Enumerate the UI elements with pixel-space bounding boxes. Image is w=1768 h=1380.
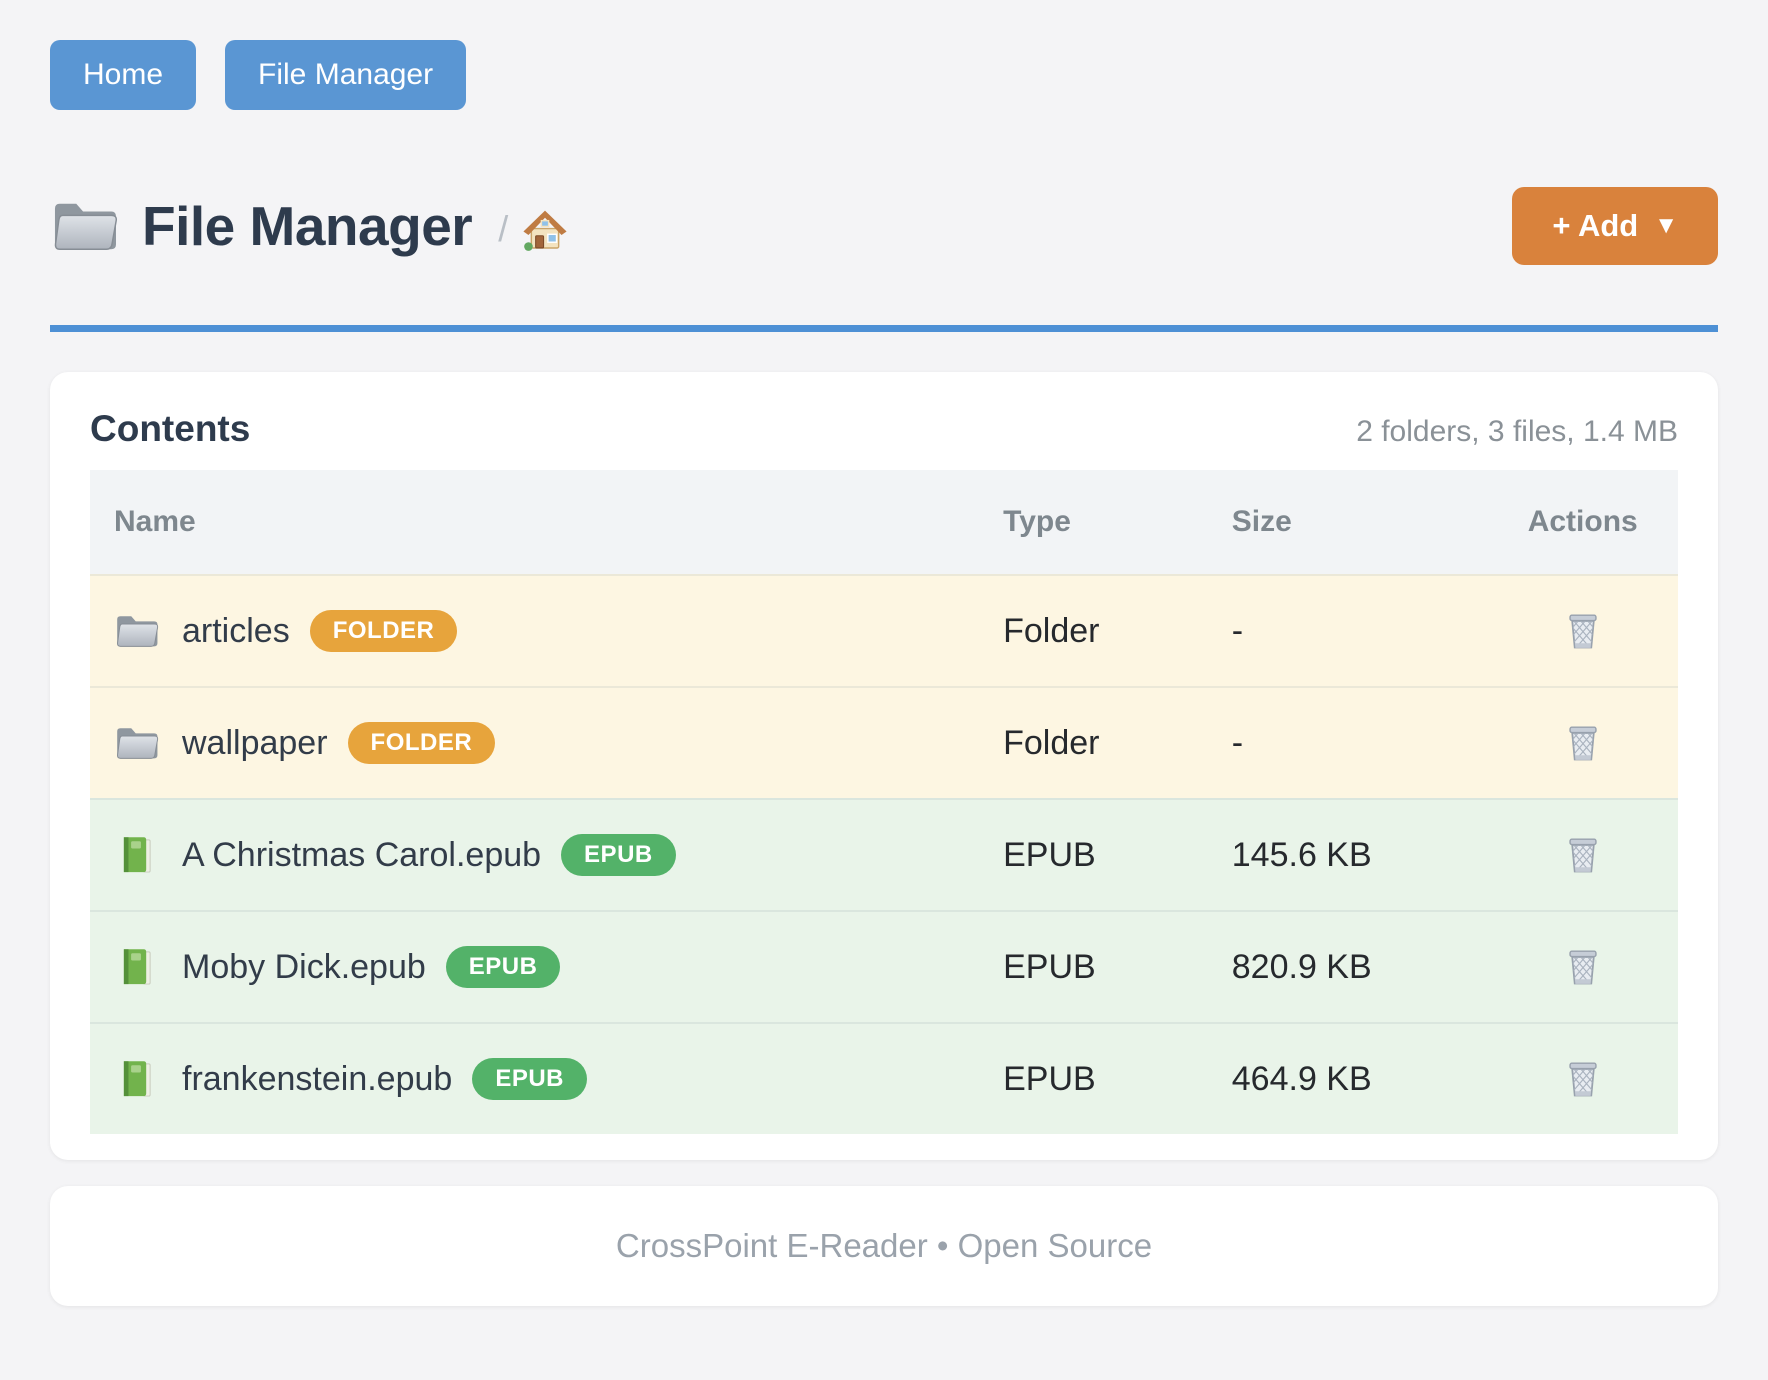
delete-button[interactable] xyxy=(1556,1052,1610,1106)
delete-button[interactable] xyxy=(1556,940,1610,994)
file-type: EPUB xyxy=(1003,947,1096,986)
name-cell: A Christmas Carol.epub EPUB xyxy=(90,834,1003,876)
file-name: articles xyxy=(182,611,290,650)
file-name: wallpaper xyxy=(182,723,328,762)
column-header-actions: Actions xyxy=(1527,505,1638,538)
delete-button[interactable] xyxy=(1556,604,1610,658)
footer-text: CrossPoint E-Reader • Open Source xyxy=(615,1227,1153,1264)
actions-cell xyxy=(1487,716,1678,770)
chevron-down-icon: ▼ xyxy=(1654,212,1678,239)
column-header-name: Name xyxy=(114,505,196,538)
add-button[interactable]: + Add ▼ xyxy=(1512,187,1718,265)
file-name: Moby Dick.epub xyxy=(182,947,426,986)
epub-badge: EPUB xyxy=(472,1058,587,1100)
page-title: File Manager xyxy=(142,195,473,257)
green-book-icon xyxy=(114,946,160,988)
top-nav: Home File Manager xyxy=(50,40,1718,110)
file-name: A Christmas Carol.epub xyxy=(182,835,542,874)
footer-card: CrossPoint E-Reader • Open Source xyxy=(50,1186,1718,1306)
add-button-label: + Add xyxy=(1552,208,1639,243)
table-row[interactable]: wallpaper FOLDER Folder - xyxy=(90,686,1678,798)
green-book-icon xyxy=(114,1058,160,1100)
name-cell: Moby Dick.epub EPUB xyxy=(90,946,1003,988)
home-nav-button[interactable]: Home xyxy=(50,40,197,110)
epub-badge: EPUB xyxy=(561,834,676,876)
actions-cell xyxy=(1487,940,1678,994)
header-divider xyxy=(50,325,1718,332)
file-size: 145.6 KB xyxy=(1231,835,1372,874)
contents-summary: 2 folders, 3 files, 1.4 MB xyxy=(1356,415,1678,448)
file-type: EPUB xyxy=(1003,1059,1096,1098)
home-icon[interactable] xyxy=(522,207,568,253)
file-size: 464.9 KB xyxy=(1231,1059,1372,1098)
table-row[interactable]: Moby Dick.epub EPUB EPUB 820.9 KB xyxy=(90,910,1678,1022)
contents-title: Contents xyxy=(90,408,251,449)
file-size: 820.9 KB xyxy=(1231,947,1372,986)
name-cell: frankenstein.epub EPUB xyxy=(90,1058,1003,1100)
actions-cell xyxy=(1487,828,1678,882)
breadcrumb-separator: / xyxy=(498,208,509,249)
delete-button[interactable] xyxy=(1556,828,1610,882)
folder-icon xyxy=(50,195,120,257)
folder-icon xyxy=(114,722,160,764)
epub-badge: EPUB xyxy=(445,946,561,988)
file-type: EPUB xyxy=(1003,835,1096,874)
table-row[interactable]: frankenstein.epub EPUB EPUB 464.9 KB xyxy=(90,1022,1678,1134)
table-row[interactable]: articles FOLDER Folder - xyxy=(90,574,1678,686)
table-row[interactable]: A Christmas Carol.epub EPUB EPUB 145.6 K… xyxy=(90,798,1678,910)
file-size: - xyxy=(1231,723,1244,762)
column-header-size: Size xyxy=(1231,505,1292,538)
folder-icon xyxy=(114,610,160,652)
table-header-row: Name Type Size Actions xyxy=(90,470,1678,574)
file-manager-nav-button[interactable]: File Manager xyxy=(225,40,467,110)
folder-badge: FOLDER xyxy=(347,722,496,764)
contents-card-header: Contents 2 folders, 3 files, 1.4 MB xyxy=(90,408,1678,450)
file-name: frankenstein.epub xyxy=(182,1059,453,1098)
green-book-icon xyxy=(114,834,160,876)
trash-icon xyxy=(1560,720,1606,766)
trash-icon xyxy=(1560,608,1606,654)
trash-icon xyxy=(1560,1056,1606,1102)
delete-button[interactable] xyxy=(1556,716,1610,770)
actions-cell xyxy=(1487,604,1678,658)
name-cell: wallpaper FOLDER xyxy=(90,722,1003,764)
file-type: Folder xyxy=(1003,611,1100,650)
column-header-type: Type xyxy=(1003,505,1071,538)
trash-icon xyxy=(1560,832,1606,878)
contents-card: Contents 2 folders, 3 files, 1.4 MB Name… xyxy=(50,372,1718,1160)
page-title-group: File Manager / xyxy=(50,194,568,258)
file-table: Name Type Size Actions articles FOLDER F… xyxy=(90,470,1678,1134)
folder-badge: FOLDER xyxy=(309,610,458,652)
file-size: - xyxy=(1231,611,1244,650)
name-cell: articles FOLDER xyxy=(90,610,1003,652)
file-type: Folder xyxy=(1003,723,1100,762)
trash-icon xyxy=(1560,944,1606,990)
actions-cell xyxy=(1487,1052,1678,1106)
page-header: File Manager / + Add ▼ xyxy=(50,186,1718,266)
